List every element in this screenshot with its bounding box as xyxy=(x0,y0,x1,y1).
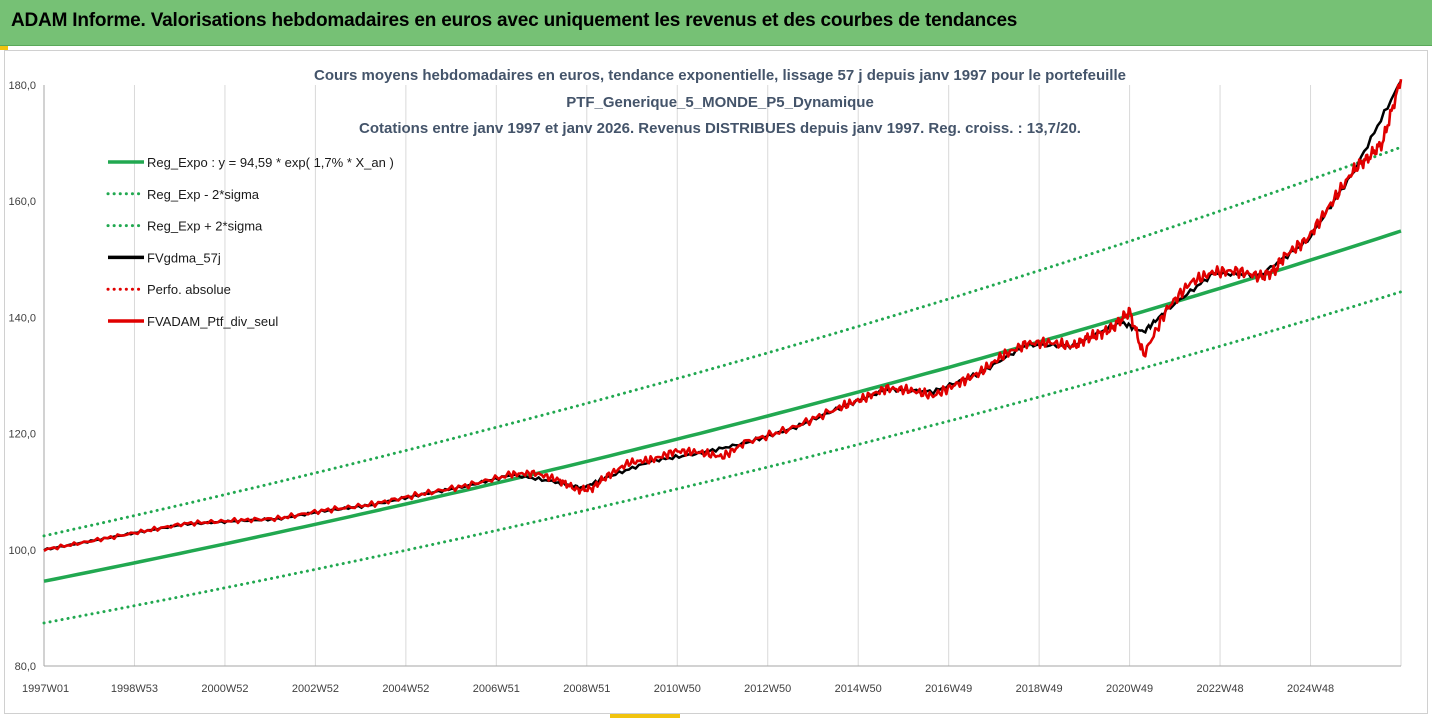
x-tick-label: 2012W50 xyxy=(744,683,791,695)
legend-label: Reg_Expo : y = 94,59 * exp( 1,7% * X_an … xyxy=(147,155,394,170)
accent-bar-left xyxy=(0,46,8,50)
gridlines xyxy=(43,85,1402,666)
x-tick-label: 2014W50 xyxy=(835,683,882,695)
y-tick-label: 180,0 xyxy=(8,80,36,92)
axes xyxy=(43,85,1401,667)
tick-labels: 80,0 100,0 120,0 140,0 160,0 180,0 1997W01 1998… xyxy=(8,80,1334,695)
legend-label: FVADAM_Ptf_div_seul xyxy=(147,314,278,329)
y-tick-label: 100,0 xyxy=(8,545,36,557)
header-banner: ADAM Informe. Valorisations hebdomadaire… xyxy=(0,0,1432,46)
x-tick-label: 2000W52 xyxy=(201,683,248,695)
y-tick-label: 140,0 xyxy=(8,312,36,324)
legend-label: FVgdma_57j xyxy=(147,250,221,265)
trend-lines xyxy=(42,145,1403,625)
data-series xyxy=(43,79,1403,553)
chart-title-line: PTF_Generique_5_MONDE_P5_Dynamique xyxy=(566,94,874,111)
y-tick-label: 160,0 xyxy=(8,196,36,208)
fvadam-ptf-div-seul-line xyxy=(43,79,1403,553)
y-tick-label: 80,0 xyxy=(15,661,36,673)
x-tick-label: 2018W49 xyxy=(1016,683,1063,695)
page-title: ADAM Informe. Valorisations hebdomadaire… xyxy=(11,10,1018,31)
x-tick-label: 2024W48 xyxy=(1287,683,1334,695)
x-tick-label: 2022W48 xyxy=(1197,683,1244,695)
x-tick-label: 2006W51 xyxy=(473,683,520,695)
reg-exp-plus-2sigma-line xyxy=(42,145,1403,538)
x-tick-label: 2010W50 xyxy=(654,683,701,695)
x-tick-label: 2008W51 xyxy=(563,683,610,695)
chart-title: Cours moyens hebdomadaires en euros, ten… xyxy=(314,67,1126,137)
reg-expo-line xyxy=(43,229,1402,583)
legend-label: Reg_Exp + 2*sigma xyxy=(147,219,263,234)
x-tick-label: 1998W53 xyxy=(111,683,158,695)
x-tick-label: 2004W52 xyxy=(382,683,429,695)
chart-title-line: Cours moyens hebdomadaires en euros, ten… xyxy=(314,67,1126,84)
chart-title-line: Cotations entre janv 1997 et janv 2026. … xyxy=(359,120,1081,137)
legend-label: Reg_Exp - 2*sigma xyxy=(147,187,260,202)
y-tick-label: 120,0 xyxy=(8,429,36,441)
x-tick-label: 1997W01 xyxy=(22,683,69,695)
x-tick-label: 2016W49 xyxy=(925,683,972,695)
legend: Reg_Expo : y = 94,59 * exp( 1,7% * X_an … xyxy=(106,155,394,329)
reg-exp-minus-2sigma-line xyxy=(42,290,1403,625)
accent-bar-bottom xyxy=(610,714,680,718)
x-tick-label: 2020W49 xyxy=(1106,683,1153,695)
x-tick-label: 2002W52 xyxy=(292,683,339,695)
legend-label: Perfo. absolue xyxy=(147,282,231,297)
chart-frame xyxy=(4,50,1428,714)
